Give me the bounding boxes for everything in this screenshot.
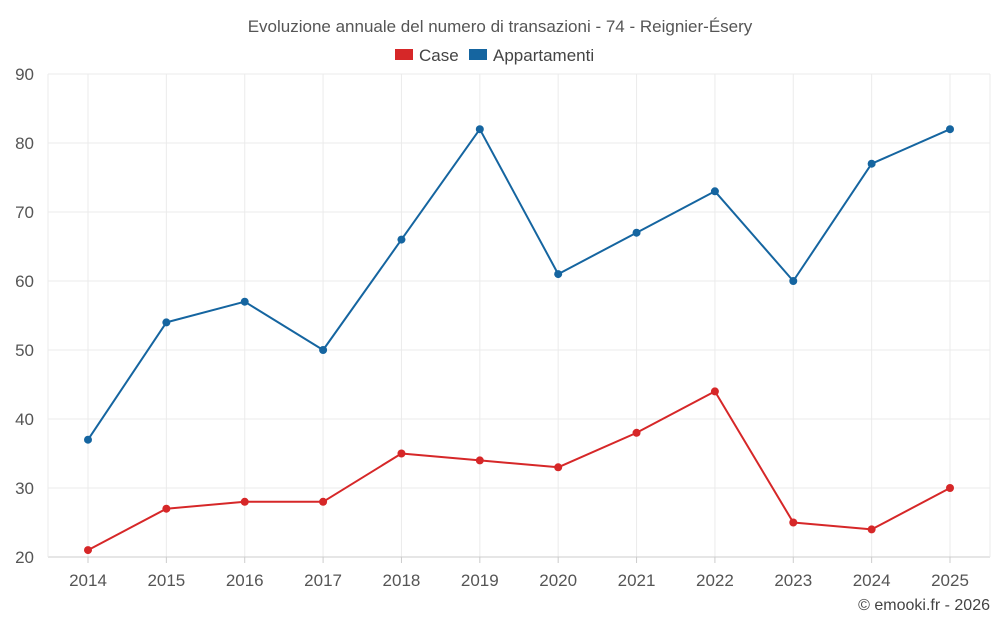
data-point-appartamenti[interactable]: [946, 125, 954, 134]
y-tick-label: 60: [15, 272, 34, 291]
y-tick-label: 90: [15, 65, 34, 84]
data-point-appartamenti[interactable]: [632, 228, 641, 237]
x-tick-label: 2019: [461, 571, 499, 590]
legend-swatch-case: [395, 49, 413, 60]
data-point-case[interactable]: [319, 497, 328, 506]
legend-label-case[interactable]: Case: [419, 46, 459, 65]
data-point-case[interactable]: [84, 546, 92, 555]
data-point-case[interactable]: [397, 449, 406, 458]
x-tick-label: 2016: [226, 571, 264, 590]
series: [84, 125, 954, 555]
x-tick-label: 2018: [383, 571, 421, 590]
legend-swatch-appartamenti: [469, 49, 487, 60]
x-tick-label: 2023: [774, 571, 812, 590]
y-tick-label: 20: [15, 548, 34, 567]
data-point-case[interactable]: [632, 428, 641, 437]
data-point-case[interactable]: [162, 504, 171, 513]
series-line-case: [87, 390, 951, 551]
x-tick-label: 2022: [696, 571, 734, 590]
y-tick-label: 30: [15, 479, 34, 498]
series-line-appartamenti: [87, 128, 951, 441]
data-point-case[interactable]: [710, 387, 719, 396]
legend: Case Appartamenti: [395, 46, 594, 65]
x-tick-label: 2021: [618, 571, 656, 590]
data-point-case[interactable]: [946, 484, 954, 492]
y-tick-label: 70: [15, 203, 34, 222]
axes: 20 30 40 50 60 70 80 90 2014 2015 2016 2017 2018 2019…: [15, 65, 991, 590]
x-tick-label: 2014: [69, 571, 107, 590]
x-tick-label: 2024: [853, 571, 891, 590]
gridlines: [48, 73, 990, 557]
legend-label-appartamenti[interactable]: Appartamenti: [493, 46, 594, 65]
data-point-appartamenti[interactable]: [475, 125, 484, 134]
data-point-case[interactable]: [554, 463, 563, 472]
data-point-appartamenti[interactable]: [84, 435, 92, 444]
x-tick-label: 2015: [147, 571, 185, 590]
x-tick-label: 2017: [304, 571, 342, 590]
data-point-appartamenti[interactable]: [710, 187, 719, 196]
data-point-appartamenti[interactable]: [240, 297, 249, 306]
chart-title: Evoluzione annuale del numero di transaz…: [248, 17, 753, 36]
data-point-appartamenti[interactable]: [867, 159, 876, 168]
y-tick-label: 80: [15, 134, 34, 153]
data-point-appartamenti[interactable]: [162, 318, 171, 327]
y-tick-label: 40: [15, 410, 34, 429]
data-point-case[interactable]: [789, 518, 798, 527]
data-point-appartamenti[interactable]: [554, 270, 563, 279]
x-tick-label: 2020: [539, 571, 577, 590]
data-point-appartamenti[interactable]: [397, 235, 406, 244]
data-point-appartamenti[interactable]: [319, 346, 328, 354]
data-point-case[interactable]: [475, 456, 484, 465]
data-point-case[interactable]: [240, 497, 249, 506]
data-point-appartamenti[interactable]: [789, 277, 798, 285]
data-point-case[interactable]: [867, 525, 876, 534]
y-tick-label: 50: [15, 341, 34, 360]
x-tick-label: 2025: [931, 571, 969, 590]
credit-text: © emooki.fr - 2026: [858, 597, 990, 614]
